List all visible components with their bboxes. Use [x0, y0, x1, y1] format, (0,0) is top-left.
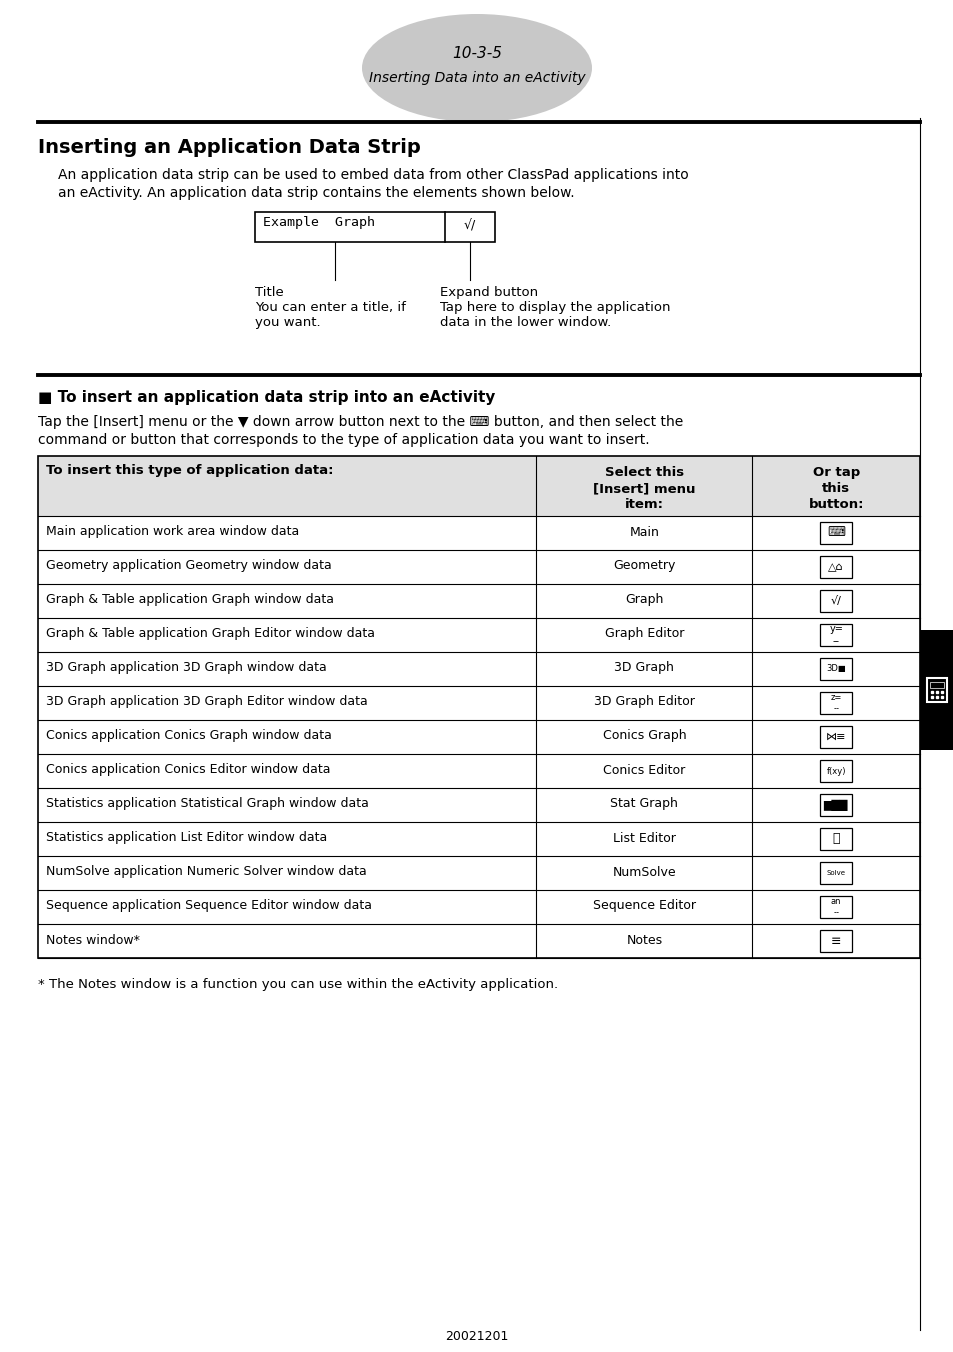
Bar — [820, 863, 851, 884]
Text: 3D Graph application 3D Graph Editor window data: 3D Graph application 3D Graph Editor win… — [46, 695, 367, 708]
Text: Geometry: Geometry — [613, 560, 675, 572]
Text: Sequence application Sequence Editor window data: Sequence application Sequence Editor win… — [46, 899, 372, 913]
Text: Or tap: Or tap — [812, 466, 859, 479]
Text: Statistics application Statistical Graph window data: Statistics application Statistical Graph… — [46, 798, 369, 810]
Bar — [820, 522, 851, 544]
Text: y=
--: y= -- — [828, 625, 842, 646]
Text: You can enter a title, if: You can enter a title, if — [254, 301, 405, 314]
Text: * The Notes window is a function you can use within the eActivity application.: * The Notes window is a function you can… — [38, 977, 558, 991]
Text: Select this: Select this — [604, 466, 683, 479]
Text: Main application work area window data: Main application work area window data — [46, 526, 299, 538]
Text: Conics application Conics Editor window data: Conics application Conics Editor window … — [46, 764, 330, 776]
Text: 3D Graph: 3D Graph — [614, 661, 674, 675]
Text: NumSolve: NumSolve — [612, 865, 676, 879]
Text: Graph: Graph — [624, 594, 663, 607]
Text: Main: Main — [629, 526, 659, 538]
Text: Graph Editor: Graph Editor — [604, 627, 683, 641]
Text: an
--: an -- — [830, 898, 841, 917]
Bar — [929, 681, 943, 688]
Bar — [820, 726, 851, 748]
Text: Statistics application List Editor window data: Statistics application List Editor windo… — [46, 831, 327, 845]
Bar — [820, 930, 851, 952]
Bar — [38, 456, 919, 959]
Text: 3D Graph application 3D Graph window data: 3D Graph application 3D Graph window dat… — [46, 661, 327, 675]
Text: ≡: ≡ — [830, 934, 841, 948]
Text: Inserting Data into an eActivity: Inserting Data into an eActivity — [368, 72, 585, 85]
Text: 20021201: 20021201 — [445, 1330, 508, 1343]
Text: ■ To insert an application data strip into an eActivity: ■ To insert an application data strip in… — [38, 389, 495, 406]
Text: Conics application Conics Graph window data: Conics application Conics Graph window d… — [46, 730, 332, 742]
Bar — [254, 212, 495, 242]
Text: you want.: you want. — [254, 316, 320, 329]
Text: To insert this type of application data:: To insert this type of application data: — [46, 464, 334, 477]
Bar — [820, 760, 851, 781]
Text: Notes window*: Notes window* — [46, 933, 140, 946]
Text: Sequence Editor: Sequence Editor — [592, 899, 695, 913]
Bar — [820, 556, 851, 579]
Text: command or button that corresponds to the type of application data you want to i: command or button that corresponds to th… — [38, 433, 649, 448]
Ellipse shape — [361, 14, 592, 122]
Text: Expand button: Expand button — [439, 287, 537, 299]
Text: Notes: Notes — [626, 933, 661, 946]
Text: An application data strip can be used to embed data from other ClassPad applicat: An application data strip can be used to… — [58, 168, 688, 183]
Text: 3D Graph Editor: 3D Graph Editor — [594, 695, 694, 708]
Text: ⌨: ⌨ — [826, 526, 844, 539]
Text: button:: button: — [807, 498, 863, 511]
Text: ⌖: ⌖ — [832, 833, 839, 845]
Text: Inserting an Application Data Strip: Inserting an Application Data Strip — [38, 138, 420, 157]
Bar — [820, 827, 851, 850]
Text: z=
--: z= -- — [830, 694, 841, 713]
Text: Tap the [Insert] menu or the ▼ down arrow button next to the ⌨ button, and then : Tap the [Insert] menu or the ▼ down arro… — [38, 415, 682, 429]
Text: an eActivity. An application data strip contains the elements shown below.: an eActivity. An application data strip … — [58, 187, 574, 200]
Text: Example  Graph: Example Graph — [263, 216, 375, 228]
Text: √/: √/ — [830, 596, 841, 606]
Bar — [919, 630, 953, 750]
Text: ▇█▉: ▇█▉ — [822, 799, 848, 811]
Text: item:: item: — [624, 498, 663, 511]
Text: ⋈≡: ⋈≡ — [825, 731, 845, 742]
Text: 3D■: 3D■ — [825, 664, 845, 673]
Bar — [820, 692, 851, 714]
Bar — [820, 896, 851, 918]
Text: △⌂: △⌂ — [827, 562, 843, 572]
Text: data in the lower window.: data in the lower window. — [439, 316, 611, 329]
Text: 10-3-5: 10-3-5 — [452, 46, 501, 61]
Text: Solve: Solve — [826, 869, 844, 876]
Text: √/: √/ — [463, 219, 476, 233]
Text: Conics Graph: Conics Graph — [602, 730, 685, 742]
Text: Geometry application Geometry window data: Geometry application Geometry window dat… — [46, 560, 332, 572]
Bar — [926, 677, 946, 702]
Text: Title: Title — [254, 287, 283, 299]
Text: Graph & Table application Graph Editor window data: Graph & Table application Graph Editor w… — [46, 627, 375, 641]
Bar — [38, 456, 919, 516]
Bar — [820, 658, 851, 680]
Text: List Editor: List Editor — [612, 831, 675, 845]
Text: Tap here to display the application: Tap here to display the application — [439, 301, 670, 314]
Text: Stat Graph: Stat Graph — [610, 798, 678, 810]
Text: Graph & Table application Graph window data: Graph & Table application Graph window d… — [46, 594, 334, 607]
Text: f(xy): f(xy) — [825, 767, 845, 776]
Text: Conics Editor: Conics Editor — [602, 764, 685, 776]
Bar — [820, 794, 851, 817]
Bar — [820, 589, 851, 612]
Text: this: this — [821, 483, 849, 495]
Bar — [820, 625, 851, 646]
Text: [Insert] menu: [Insert] menu — [593, 483, 695, 495]
Text: NumSolve application Numeric Solver window data: NumSolve application Numeric Solver wind… — [46, 865, 366, 879]
